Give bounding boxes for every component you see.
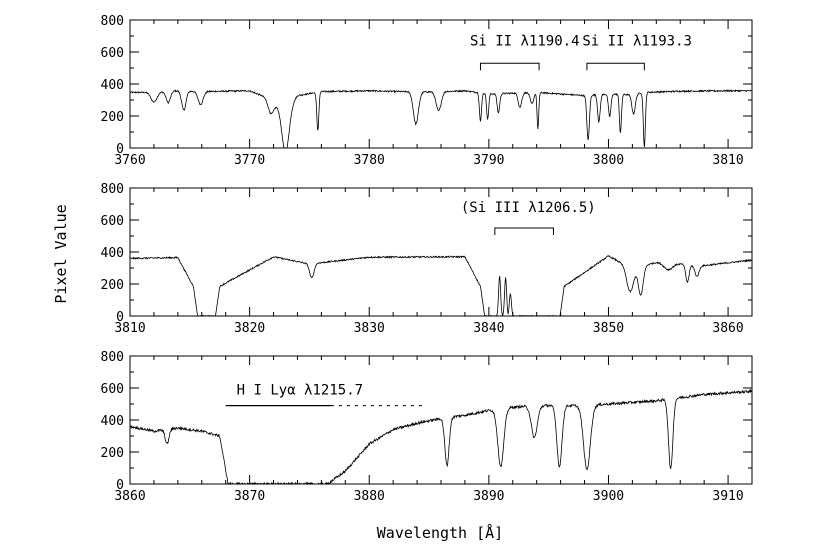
y-tick-label: 800: [101, 14, 124, 29]
x-axis-label: Wavelength [Å]: [377, 523, 503, 542]
x-tick-label: 3910: [712, 489, 743, 504]
annotation-bracket: [586, 62, 645, 71]
line-annotation: Si II λ1193.3: [582, 34, 692, 50]
x-tick-label: 3900: [593, 489, 624, 504]
panel-top: 3760 3770 3780 3790 3800 3810 0 200 400 600 800 Si …: [101, 14, 753, 168]
spectrum-line: [129, 88, 753, 149]
x-tick-label: 3760: [114, 153, 145, 168]
x-tick-label: 3800: [593, 153, 624, 168]
x-tick-label: 3810: [114, 321, 145, 336]
line-annotation: (Si III λ1206.5): [461, 200, 596, 216]
y-tick-label: 0: [116, 142, 124, 157]
x-tick-label: 3840: [473, 321, 504, 336]
y-tick-label: 400: [101, 246, 124, 261]
annotation-bracket: [479, 62, 540, 71]
y-tick-label: 200: [101, 446, 124, 461]
y-tick-label: 200: [101, 278, 124, 293]
x-tick-label: 3780: [354, 153, 385, 168]
x-tick-label: 3830: [354, 321, 385, 336]
x-tick-label: 3860: [712, 321, 743, 336]
line-annotation: Si II λ1190.4: [470, 34, 580, 50]
y-tick-label: 200: [101, 110, 124, 125]
y-tick-label: 800: [101, 350, 124, 365]
plot-frame: [129, 187, 753, 317]
line-annotation: H I Lyα λ1215.7: [237, 382, 363, 398]
y-tick-label: 800: [101, 182, 124, 197]
y-tick-label: 600: [101, 382, 124, 397]
y-tick-label: 0: [116, 478, 124, 493]
x-tick-label: 3860: [114, 489, 145, 504]
annotation-bracket: [494, 227, 554, 235]
y-tick-label: 0: [116, 310, 124, 325]
y-tick-label: 400: [101, 78, 124, 93]
x-tick-label: 3850: [593, 321, 624, 336]
y-tick-label: 600: [101, 46, 124, 61]
y-axis-label: Pixel Value: [52, 204, 70, 303]
x-tick-label: 3870: [234, 489, 265, 504]
panel-middle: 3810 3820 3830 3840 3850 3860 0 200 400 600 800 (Si…: [101, 182, 753, 336]
spectrum-line: [129, 255, 753, 317]
x-tick-label: 3810: [712, 153, 743, 168]
x-tick-label: 3880: [354, 489, 385, 504]
y-tick-label: 400: [101, 414, 124, 429]
spectrum-line: [129, 388, 753, 486]
panel-bottom: 3860 3870 3880 3890 3900 3910 0 200 400 600 800 H I…: [101, 350, 753, 504]
x-tick-label: 3890: [473, 489, 504, 504]
x-tick-label: 3770: [234, 153, 265, 168]
y-tick-label: 600: [101, 214, 124, 229]
x-tick-label: 3790: [473, 153, 504, 168]
x-tick-label: 3820: [234, 321, 265, 336]
